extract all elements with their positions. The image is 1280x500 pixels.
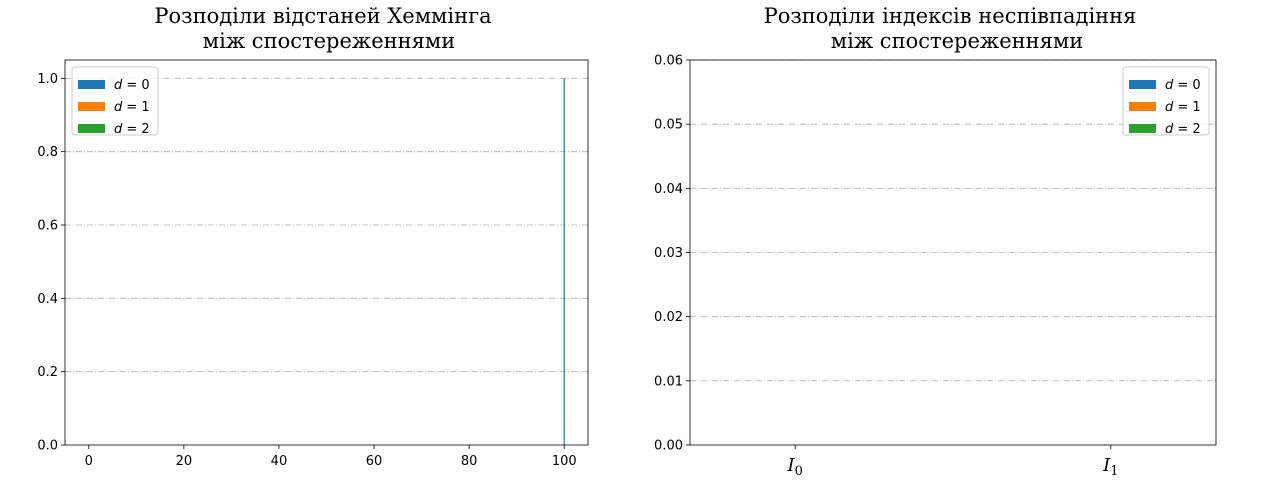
chart2-xtick-label: I1 bbox=[1102, 455, 1118, 479]
chart1-legend-swatch bbox=[78, 80, 105, 89]
chart1-ytick-label: 0.2 bbox=[37, 365, 58, 380]
chart1-ytick-label: 0.6 bbox=[37, 219, 58, 234]
chart-hamming-distances: 0.0 0.2 0.4 0.6 0.8 1.0 0 20 40 60 80 100 d = 0 d = 1… bbox=[37, 59, 589, 469]
chart1-ytick-label: 1.0 bbox=[37, 72, 58, 87]
chart2-axes-frame bbox=[689, 59, 1217, 446]
chart2-title-line1: Розподіли індексів неспівпадіння bbox=[764, 4, 1137, 28]
chart1-axes-frame bbox=[64, 59, 589, 446]
chart1-bar bbox=[563, 78, 565, 445]
chart1-legend-swatch bbox=[78, 124, 105, 133]
chart1-legend-label: d = 0 bbox=[114, 78, 150, 93]
chart1-xtick-label: 60 bbox=[366, 454, 383, 469]
chart1-ytick-label: 0.0 bbox=[37, 439, 58, 454]
chart2-legend-label: d = 2 bbox=[1165, 122, 1201, 137]
chart1-legend-swatch bbox=[78, 102, 105, 111]
chart1-title-line1: Розподіли відстаней Хеммінга bbox=[154, 4, 491, 28]
chart1-legend-label: d = 1 bbox=[114, 100, 150, 115]
chart2-ytick-label: 0.01 bbox=[654, 374, 683, 389]
chart2-legend-swatch bbox=[1129, 124, 1156, 133]
chart1-xtick-label: 100 bbox=[552, 454, 577, 469]
chart1-xtick-label: 20 bbox=[176, 454, 193, 469]
chart1-legend-label: d = 2 bbox=[114, 122, 150, 137]
chart1-xtick-label: 40 bbox=[271, 454, 288, 469]
chart1-ytick-label: 0.8 bbox=[37, 145, 58, 160]
chart2-ytick-label: 0.04 bbox=[654, 182, 683, 197]
chart2-legend-swatch bbox=[1129, 80, 1156, 89]
chart2-legend-label: d = 0 bbox=[1165, 78, 1201, 93]
chart2-ytick-label: 0.00 bbox=[654, 439, 683, 454]
chart2-title-line2: між спостереженнями bbox=[831, 29, 1083, 53]
chart2-legend-label: d = 1 bbox=[1165, 100, 1201, 115]
chart1-xtick-label: 80 bbox=[461, 454, 478, 469]
chart2-ytick-label: 0.03 bbox=[654, 246, 683, 261]
chart1-title-line2: між спостереженнями bbox=[203, 29, 455, 53]
chart2-ytick-label: 0.02 bbox=[654, 310, 683, 325]
chart1-ytick-label: 0.4 bbox=[37, 292, 58, 307]
chart1-xtick-label: 0 bbox=[85, 454, 93, 469]
chart2-ytick-label: 0.05 bbox=[654, 118, 683, 133]
chart2-ytick-label: 0.06 bbox=[654, 54, 683, 69]
chart2-legend-swatch bbox=[1129, 102, 1156, 111]
chart2-xtick-label: I0 bbox=[786, 455, 802, 479]
chart-mismatch-indices: 0.00 0.01 0.02 0.03 0.04 0.05 0.06 I0 I1 d = 0 d =… bbox=[654, 54, 1217, 479]
